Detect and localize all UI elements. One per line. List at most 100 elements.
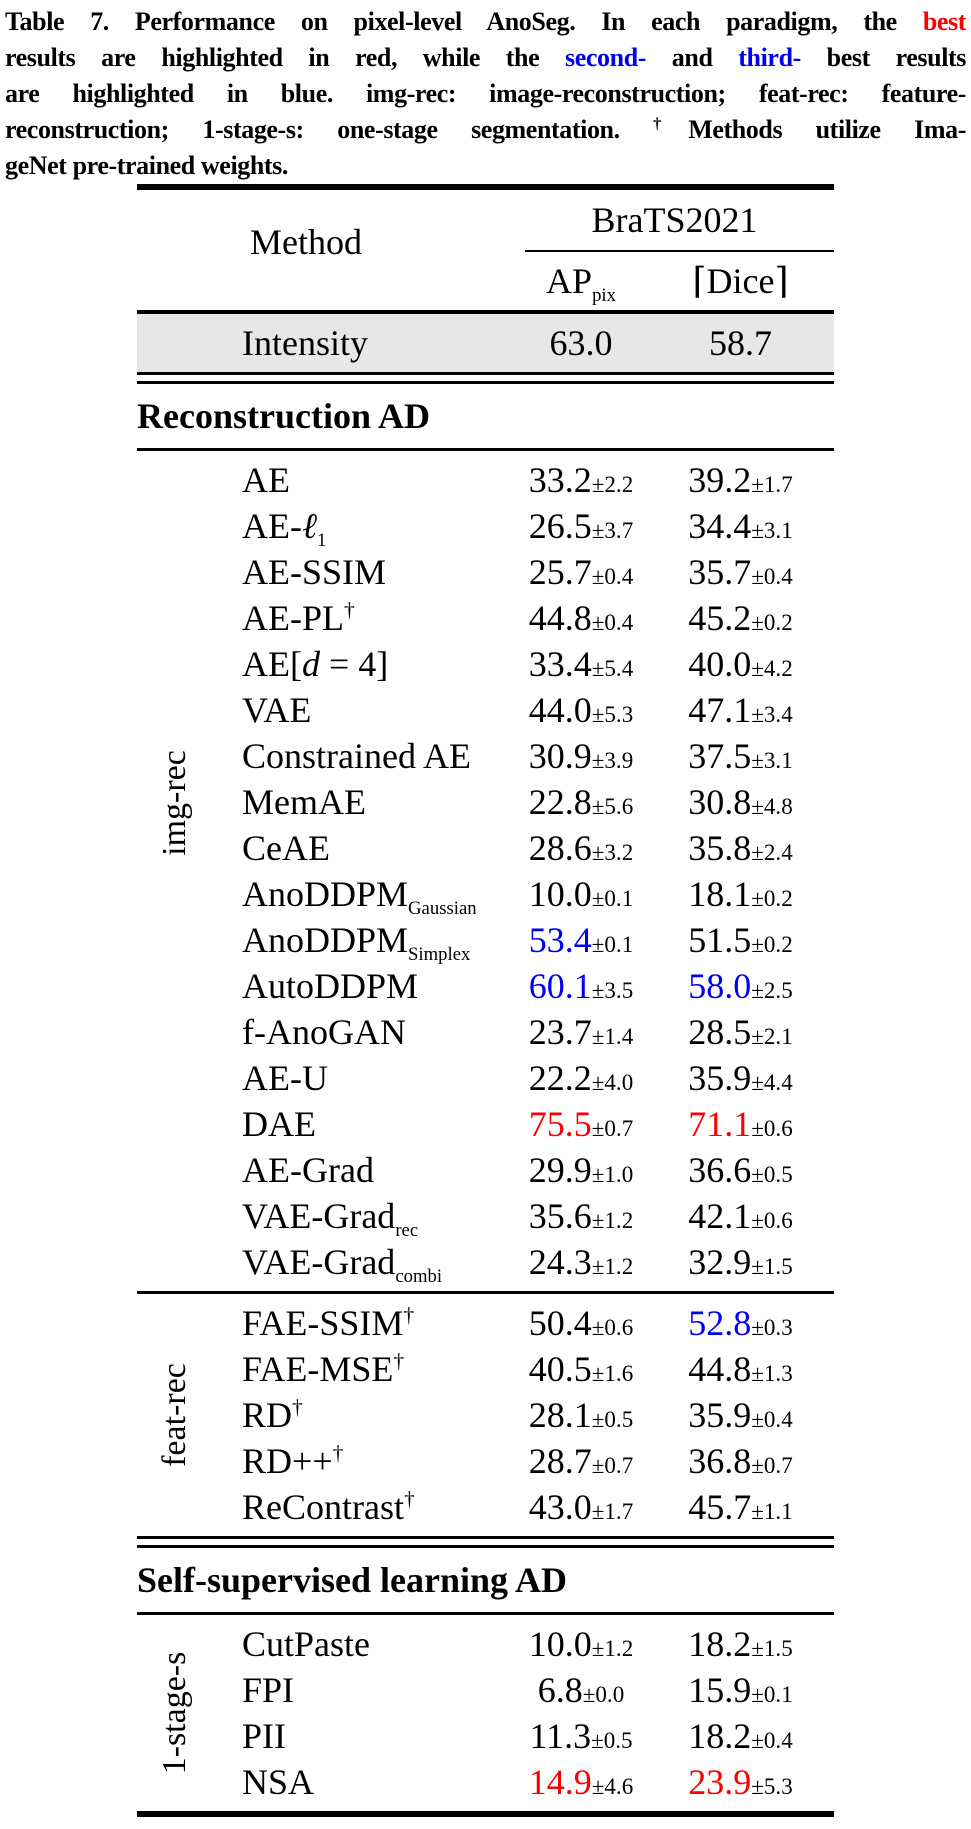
method-name: AE[d = 4] (242, 644, 389, 684)
value-stddev: ±0.6 (751, 1207, 793, 1233)
method-name: Constrained AE (242, 736, 471, 776)
value-number: 44.8 (528, 598, 592, 638)
table-row: AE[d = 4] 33.4±5.4 40.0±4.2 (137, 641, 834, 687)
dice-value: 58.0±2.5 (647, 965, 834, 1007)
value-number: 18.2 (688, 1624, 752, 1664)
value-number: 40.5 (528, 1349, 592, 1389)
method-name: VAE-Gradcombi (242, 1242, 443, 1288)
method-name: PII (242, 1716, 286, 1756)
caption-text: Table 7. Performance on pixel-level AnoS… (5, 7, 923, 36)
caption-text: and (646, 43, 739, 72)
table-row: CeAE 28.6±3.2 35.8±2.4 (137, 825, 834, 871)
value-number: 23.9 (688, 1762, 752, 1802)
value-number: 28.5 (688, 1012, 752, 1052)
method-group: 1-stage-s CutPaste 10.0±1.2 18.2±1.5 FPI 6.8±… (137, 1615, 834, 1811)
caption-line: Table 7. Performance on pixel-level AnoS… (5, 4, 966, 40)
table-row: FAE-MSE† 40.5±1.6 44.8±1.3 (137, 1346, 834, 1392)
method-name: AE-PL† (242, 598, 355, 638)
value-stddev: ±3.1 (751, 747, 793, 773)
value-number: 11.3 (529, 1716, 592, 1756)
value-stddev: ±1.7 (751, 471, 793, 497)
value-stddev: ±0.4 (751, 563, 793, 589)
dice-value: 36.6±0.5 (647, 1149, 834, 1191)
value-number: 44.8 (688, 1349, 752, 1389)
rule (137, 1811, 834, 1817)
method-name: VAE (242, 690, 312, 730)
value-stddev: ±3.1 (751, 517, 793, 543)
value-number: 35.8 (688, 828, 752, 868)
value-number: 33.2 (528, 460, 592, 500)
ap-value: 11.3±0.5 (515, 1715, 647, 1757)
table-row: AE-SSIM 25.7±0.4 35.7±0.4 (137, 549, 834, 595)
dice-column-header: ⌈Dice⌉ (692, 261, 789, 301)
method-name: Intensity (242, 323, 368, 363)
table-header: Method BraTS2021 APpix ⌈Dice⌉ (137, 190, 834, 310)
value-stddev: ±0.1 (591, 885, 634, 911)
method-name: AE-U (242, 1058, 328, 1098)
value-number: 35.6 (528, 1196, 592, 1236)
value-number: 47.1 (688, 690, 752, 730)
ap-value: 26.5±3.7 (515, 505, 647, 547)
method-name: AnoDDPMGaussian (242, 874, 477, 920)
value-number: 45.2 (688, 598, 752, 638)
value-number: 25.7 (528, 552, 592, 592)
value-number: 51.5 (688, 920, 752, 960)
value-stddev: ±3.2 (591, 839, 634, 865)
value-number: 42.1 (688, 1196, 752, 1236)
table-row: Constrained AE 30.9±3.9 37.5±3.1 (137, 733, 834, 779)
dice-value: 40.0±4.2 (647, 643, 834, 685)
header-rule (137, 310, 834, 314)
table-row: VAE-Gradcombi 24.3±1.2 32.9±1.5 (137, 1239, 834, 1288)
value-number: 14.9 (528, 1762, 592, 1802)
table-row: AutoDDPM 60.1±3.5 58.0±2.5 (137, 963, 834, 1009)
method-group: img-rec AE 33.2±2.2 39.2±1.7 AE-ℓ1 26.5±3.7 34… (137, 451, 834, 1291)
value-number: 53.4 (528, 920, 592, 960)
caption-text: † (653, 115, 689, 133)
group-label: 1-stage-s (156, 1651, 193, 1775)
rule (137, 372, 834, 384)
value-stddev: ±0.3 (751, 1314, 793, 1340)
method-name: AE-Grad (242, 1150, 374, 1190)
value-stddev: ±1.6 (591, 1360, 634, 1386)
value-number: 24.3 (528, 1242, 592, 1282)
value-stddev: ±0.7 (751, 1452, 793, 1478)
value-number: 60.1 (528, 966, 592, 1006)
value-stddev: ±0.7 (591, 1452, 634, 1478)
method-name: RD++† (242, 1441, 344, 1481)
method-name: FAE-MSE† (242, 1349, 405, 1389)
dice-value: 35.7±0.4 (647, 551, 834, 593)
dataset-underline-rule (525, 250, 834, 252)
value-number: 71.1 (688, 1104, 752, 1144)
method-name: AutoDDPM (242, 966, 419, 1006)
table-row: RD† 28.1±0.5 35.9±0.4 (137, 1392, 834, 1438)
value-number: 10.0 (528, 874, 592, 914)
caption-text: Methods utilize Ima- (688, 115, 966, 144)
caption-line: are highlighted in blue. img-rec: image-… (5, 76, 966, 112)
value-stddev: ±0.1 (751, 1681, 793, 1707)
ap-value: 35.6±1.2 (515, 1195, 647, 1237)
method-name: NSA (242, 1762, 315, 1802)
table-row: AE-PL† 44.8±0.4 45.2±0.2 (137, 595, 834, 641)
table-row: AE-U 22.2±4.0 35.9±4.4 (137, 1055, 834, 1101)
table-row: RD++† 28.7±0.7 36.8±0.7 (137, 1438, 834, 1484)
dice-value: 47.1±3.4 (647, 689, 834, 731)
dice-value: 18.1±0.2 (647, 873, 834, 915)
value-number: 33.4 (528, 644, 592, 684)
value-number: 15.9 (688, 1670, 752, 1710)
section-title: Reconstruction AD (137, 396, 430, 436)
value-stddev: ±0.6 (591, 1314, 634, 1340)
ap-value: 50.4±0.6 (515, 1302, 647, 1344)
ap-value: 22.2±4.0 (515, 1057, 647, 1099)
dice-value: 36.8±0.7 (647, 1440, 834, 1482)
dice-value: 51.5±0.2 (647, 919, 834, 961)
caption-text: best results (800, 43, 967, 72)
ap-value: 29.9±1.0 (515, 1149, 647, 1191)
method-name: AnoDDPMSimplex (242, 920, 471, 966)
value-stddev: ±4.6 (591, 1773, 634, 1799)
method-name: FPI (242, 1670, 295, 1710)
value-number: 45.7 (688, 1487, 752, 1527)
value-stddev: ±2.4 (751, 839, 793, 865)
value-stddev: ±1.5 (751, 1253, 793, 1279)
table-row: FPI 6.8±0.0 15.9±0.1 (137, 1667, 834, 1713)
value-number: 28.7 (528, 1441, 592, 1481)
